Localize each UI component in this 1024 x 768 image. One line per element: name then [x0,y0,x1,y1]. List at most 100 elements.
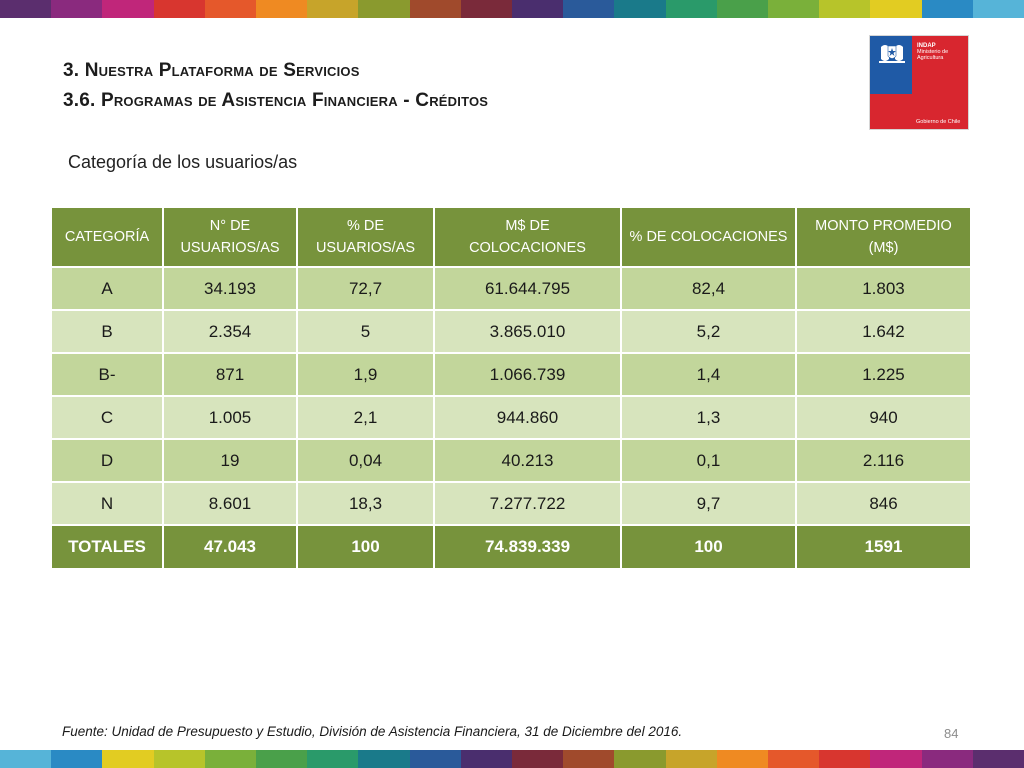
stripe-segment [0,750,52,768]
stripe-segment [256,0,308,18]
table-row: D 19 0,04 40.213 0,1 2.116 [50,438,972,483]
table-cell: 1.005 [162,395,298,440]
stripe-segment [51,750,103,768]
totals-cell: 47.043 [162,524,298,570]
header-monto-promedio: MONTO PROMEDIO (M$) [795,206,972,268]
table-row: B 2.354 5 3.865.010 5,2 1.642 [50,309,972,354]
stripe-segment [102,0,154,18]
stripe-segment [512,750,564,768]
stripe-segment [563,0,615,18]
stripe-segment [153,0,205,18]
header-line: M$ DE [505,218,550,234]
table-cell: 846 [795,481,972,526]
table-cell: 8.601 [162,481,298,526]
table-cell: 2,1 [296,395,435,440]
table-row: B- 871 1,9 1.066.739 1,4 1.225 [50,352,972,397]
stripe-segment [256,750,308,768]
table-cell: D [50,438,164,483]
header-line: % DE [346,218,385,234]
header-categoria: CATEGORÍA [50,206,164,268]
header-line: USUARIOS/AS [180,240,280,256]
table-cell: 0,04 [296,438,435,483]
table-cell: 1.066.739 [433,352,622,397]
table-row: A 34.193 72,7 61.644.795 82,4 1.803 [50,266,972,311]
logo-ministry-line-2: Agricultura [917,55,944,61]
stripe-segment [819,0,871,18]
top-color-stripe [0,0,1024,18]
header-pct-colocaciones: % DE COLOCACIONES [620,206,797,268]
table-cell: B- [50,352,164,397]
stripe-segment [460,750,513,768]
stripe-segment [358,0,410,18]
stripe-segment [665,0,717,18]
coat-of-arms-icon [879,45,905,63]
header-line: CATEGORÍA [64,229,150,245]
stripe-segment [409,0,461,18]
header-n-usuarios: N° DE USUARIOS/AS [162,206,298,268]
stripe-segment [512,0,564,18]
stripe-segment [153,750,205,768]
table-row: C 1.005 2,1 944.860 1,3 940 [50,395,972,440]
table-header-row: CATEGORÍA N° DE USUARIOS/AS % DE USUARIOS/… [50,206,972,268]
table-cell: 1,9 [296,352,435,397]
totals-cell: 100 [620,524,797,570]
slide-title: 3. Nuestra Plataforma de Servicios 3.6. … [63,56,488,116]
stripe-segment [614,0,666,18]
header-line: USUARIOS/AS [315,240,416,256]
stripe-segment [460,0,513,18]
stripe-segment [409,750,461,768]
table-cell: 40.213 [433,438,622,483]
table-cell: 1.225 [795,352,972,397]
totals-row: TOTALES 47.043 100 74.839.339 100 1591 [50,524,972,570]
table-cell: 2.116 [795,438,972,483]
totals-cell: 100 [296,524,435,570]
stripe-segment [307,0,359,18]
stripe-segment [563,750,615,768]
table-cell: 7.277.722 [433,481,622,526]
table-cell: A [50,266,164,311]
indap-logo: INDAP Ministerio de Agricultura Gobierno… [869,35,969,130]
table-cell: 2.354 [162,309,298,354]
header-pct-usuarios: % DE USUARIOS/AS [296,206,435,268]
table-cell: 5 [296,309,435,354]
stripe-segment [204,0,257,18]
table-cell: C [50,395,164,440]
table-cell: B [50,309,164,354]
stripe-segment [716,750,769,768]
totals-label: TOTALES [50,524,164,570]
totals-cell: 74.839.339 [433,524,622,570]
header-line: MONTO PROMEDIO [815,218,952,234]
stripe-segment [102,750,154,768]
header-line: (M$) [868,240,899,256]
stripe-segment [665,750,717,768]
stripe-segment [921,0,973,18]
table-cell: 72,7 [296,266,435,311]
stripe-segment [768,750,820,768]
table-cell: 944.860 [433,395,622,440]
logo-text: INDAP Ministerio de Agricultura [917,43,948,61]
table-cell: N [50,481,164,526]
header-line: % DE COLOCACIONES [629,229,788,245]
bottom-color-stripe [0,750,1024,768]
stripe-segment [972,750,1024,768]
header-colocaciones: M$ DE COLOCACIONES [433,206,622,268]
stripe-segment [819,750,871,768]
section-subtitle: Categoría de los usuarios/as [68,152,298,172]
stripe-segment [768,0,820,18]
logo-ministry-line-1: Ministerio de [917,49,949,55]
stripe-segment [921,750,973,768]
totals-cell: 1591 [795,524,972,570]
stripe-segment [870,0,922,18]
header-line: N° DE [209,218,251,234]
logo-government: Gobierno de Chile [916,119,961,125]
table-cell: 18,3 [296,481,435,526]
table-cell: 82,4 [620,266,797,311]
title-line-1: 3. Nuestra Plataforma de Servicios [63,60,360,81]
table-cell: 5,2 [620,309,797,354]
source-footnote: Fuente: Unidad de Presupuesto y Estudio,… [62,724,683,739]
table-cell: 61.644.795 [433,266,622,311]
title-line-2: 3.6. Programas de Asistencia Financiera … [63,90,489,111]
page-number: 84 [944,726,959,741]
stripe-segment [614,750,666,768]
categories-table: CATEGORÍA N° DE USUARIOS/AS % DE USUARIOS/… [50,206,972,570]
